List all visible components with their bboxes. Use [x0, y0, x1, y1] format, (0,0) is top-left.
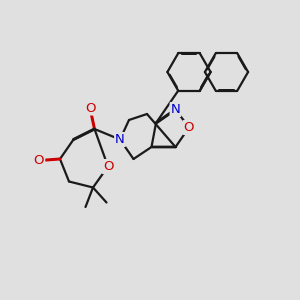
Text: O: O [184, 121, 194, 134]
Text: O: O [34, 154, 44, 167]
Text: O: O [103, 160, 113, 173]
Text: N: N [115, 133, 125, 146]
Text: N: N [171, 103, 180, 116]
Text: O: O [85, 101, 95, 115]
